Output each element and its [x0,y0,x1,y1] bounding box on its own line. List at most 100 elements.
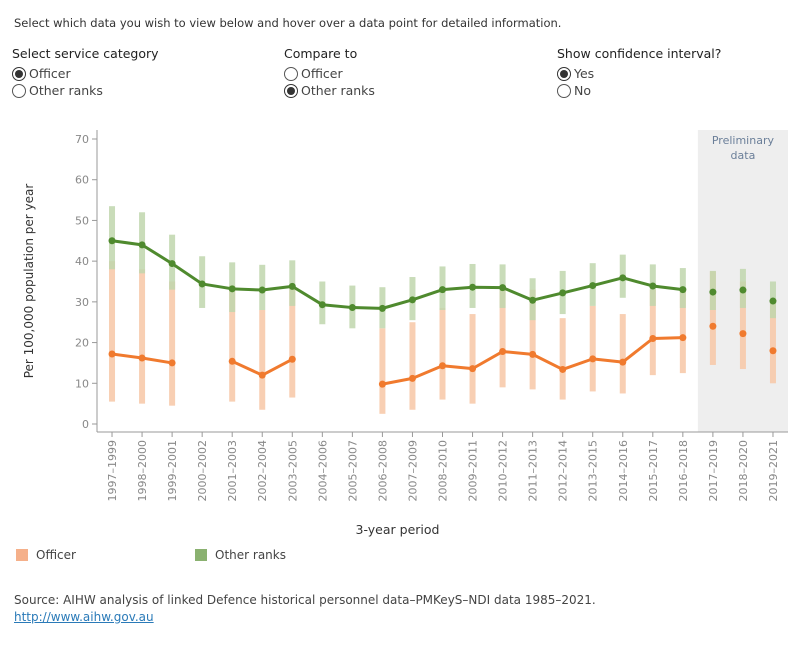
legend-label-other-ranks: Other ranks [215,548,286,562]
service-option-officer[interactable]: Officer [12,65,159,82]
service-option-other-ranks[interactable]: Other ranks [12,82,159,99]
series-line-other [111,239,684,310]
y-tick-label: 30 [75,296,89,309]
ci-bar-officer [289,285,296,398]
radio-icon [557,83,571,98]
ci-bar-officer [409,322,416,410]
x-tick-label: 2001–2003 [226,440,239,502]
data-point-other[interactable] [529,296,537,304]
radio-icon [284,83,298,98]
x-tick-label: 2003–2005 [286,440,299,502]
data-point-other[interactable] [439,286,446,294]
data-point-officer[interactable] [108,350,116,358]
legend-label-officer: Officer [36,548,76,562]
data-point-other[interactable] [228,285,236,293]
ci-bar-officer [709,271,716,365]
data-point-officer[interactable] [559,365,567,373]
ci-option-yes[interactable]: Yes [557,65,721,82]
data-point-other[interactable] [739,286,747,294]
data-point-other[interactable] [559,289,567,297]
data-point-other[interactable] [108,237,116,245]
data-point-other[interactable] [348,304,356,312]
data-point-officer[interactable] [679,334,687,342]
data-point-officer[interactable] [529,350,537,358]
data-point-officer[interactable] [288,355,296,363]
x-tick-label: 2006–2008 [376,440,389,502]
ci-bar-officer [679,289,686,374]
data-point-other[interactable] [168,260,176,268]
data-point-officer[interactable] [769,347,777,355]
compare-to-title: Compare to [284,46,358,61]
service-category-title: Select service category [12,46,159,61]
y-axis-title: Per 100,000 population per year [22,184,36,379]
data-point-other[interactable] [378,304,386,312]
y-tick-label: 10 [75,377,89,390]
ci-option-no[interactable]: No [557,82,721,99]
ci-bar-officer [439,307,446,400]
data-point-officer[interactable] [168,359,176,367]
data-point-officer[interactable] [619,358,627,366]
ci-bar-officer [499,289,506,388]
data-point-other[interactable] [469,283,477,291]
ci-bar-officer [469,314,476,404]
source-link[interactable]: http://www.aihw.gov.au [14,610,154,624]
data-point-officer[interactable] [739,330,747,338]
compare-option-other-ranks[interactable]: Other ranks [284,82,375,99]
data-point-other[interactable] [198,280,206,288]
intro-text: Select which data you wish to view below… [14,16,562,30]
data-point-officer[interactable] [439,362,446,370]
data-point-other[interactable] [709,288,717,296]
y-tick-label: 60 [75,174,89,187]
service-category-control: Select service category Officer Other ra… [12,46,159,99]
x-tick-label: 2005–2007 [346,440,359,502]
legend-swatch-other-ranks [195,549,207,561]
x-tick-label: 2007–2009 [406,440,419,502]
data-point-other[interactable] [138,241,146,249]
data-point-officer[interactable] [499,348,507,356]
legend-swatch-officer [16,549,28,561]
legend-other-ranks[interactable]: Other ranks [195,548,286,562]
data-point-officer[interactable] [258,371,266,379]
data-point-other[interactable] [258,286,266,294]
y-tick-label: 50 [75,214,89,227]
x-tick-label: 2013–2015 [587,440,600,502]
data-point-other[interactable] [649,282,657,290]
ci-bar-officer [739,281,746,370]
legend-officer[interactable]: Officer [16,548,76,562]
data-point-officer[interactable] [649,335,657,342]
ci-bar-officer [649,289,656,376]
data-point-other[interactable] [619,274,627,282]
data-point-officer[interactable] [228,357,236,365]
data-point-officer[interactable] [469,365,477,373]
x-tick-label: 2012–2014 [557,440,570,502]
data-point-officer[interactable] [589,355,597,363]
x-tick-label: 2014–2016 [617,440,630,502]
data-point-other[interactable] [499,284,507,292]
compare-to-control: Compare to Officer Other ranks [284,46,375,99]
radio-label: Officer [29,66,71,81]
radio-label: Officer [301,66,343,81]
ci-bar-officer [559,318,566,400]
x-tick-label: 1997–1999 [106,440,119,502]
data-point-officer[interactable] [378,380,386,388]
data-point-other[interactable] [288,282,296,290]
radio-icon [557,66,571,81]
ci-bar-officer [139,269,146,404]
data-point-other[interactable] [318,301,326,309]
radio-icon [284,66,298,81]
x-tick-label: 2017–2019 [707,440,720,502]
compare-option-officer[interactable]: Officer [284,65,375,82]
data-point-other[interactable] [769,297,777,305]
data-point-officer[interactable] [709,322,717,330]
ci-bar-officer [109,261,116,402]
data-point-officer[interactable] [138,354,146,362]
source-text: Source: AIHW analysis of linked Defence … [14,593,596,607]
ci-bar-officer [229,285,236,402]
ci-bar-officer [169,281,176,406]
data-point-officer[interactable] [408,374,416,382]
data-point-other[interactable] [589,282,597,290]
data-point-other[interactable] [408,296,416,304]
data-point-other[interactable] [679,286,687,294]
ci-bar-officer [619,314,626,394]
radio-label: No [574,83,591,98]
